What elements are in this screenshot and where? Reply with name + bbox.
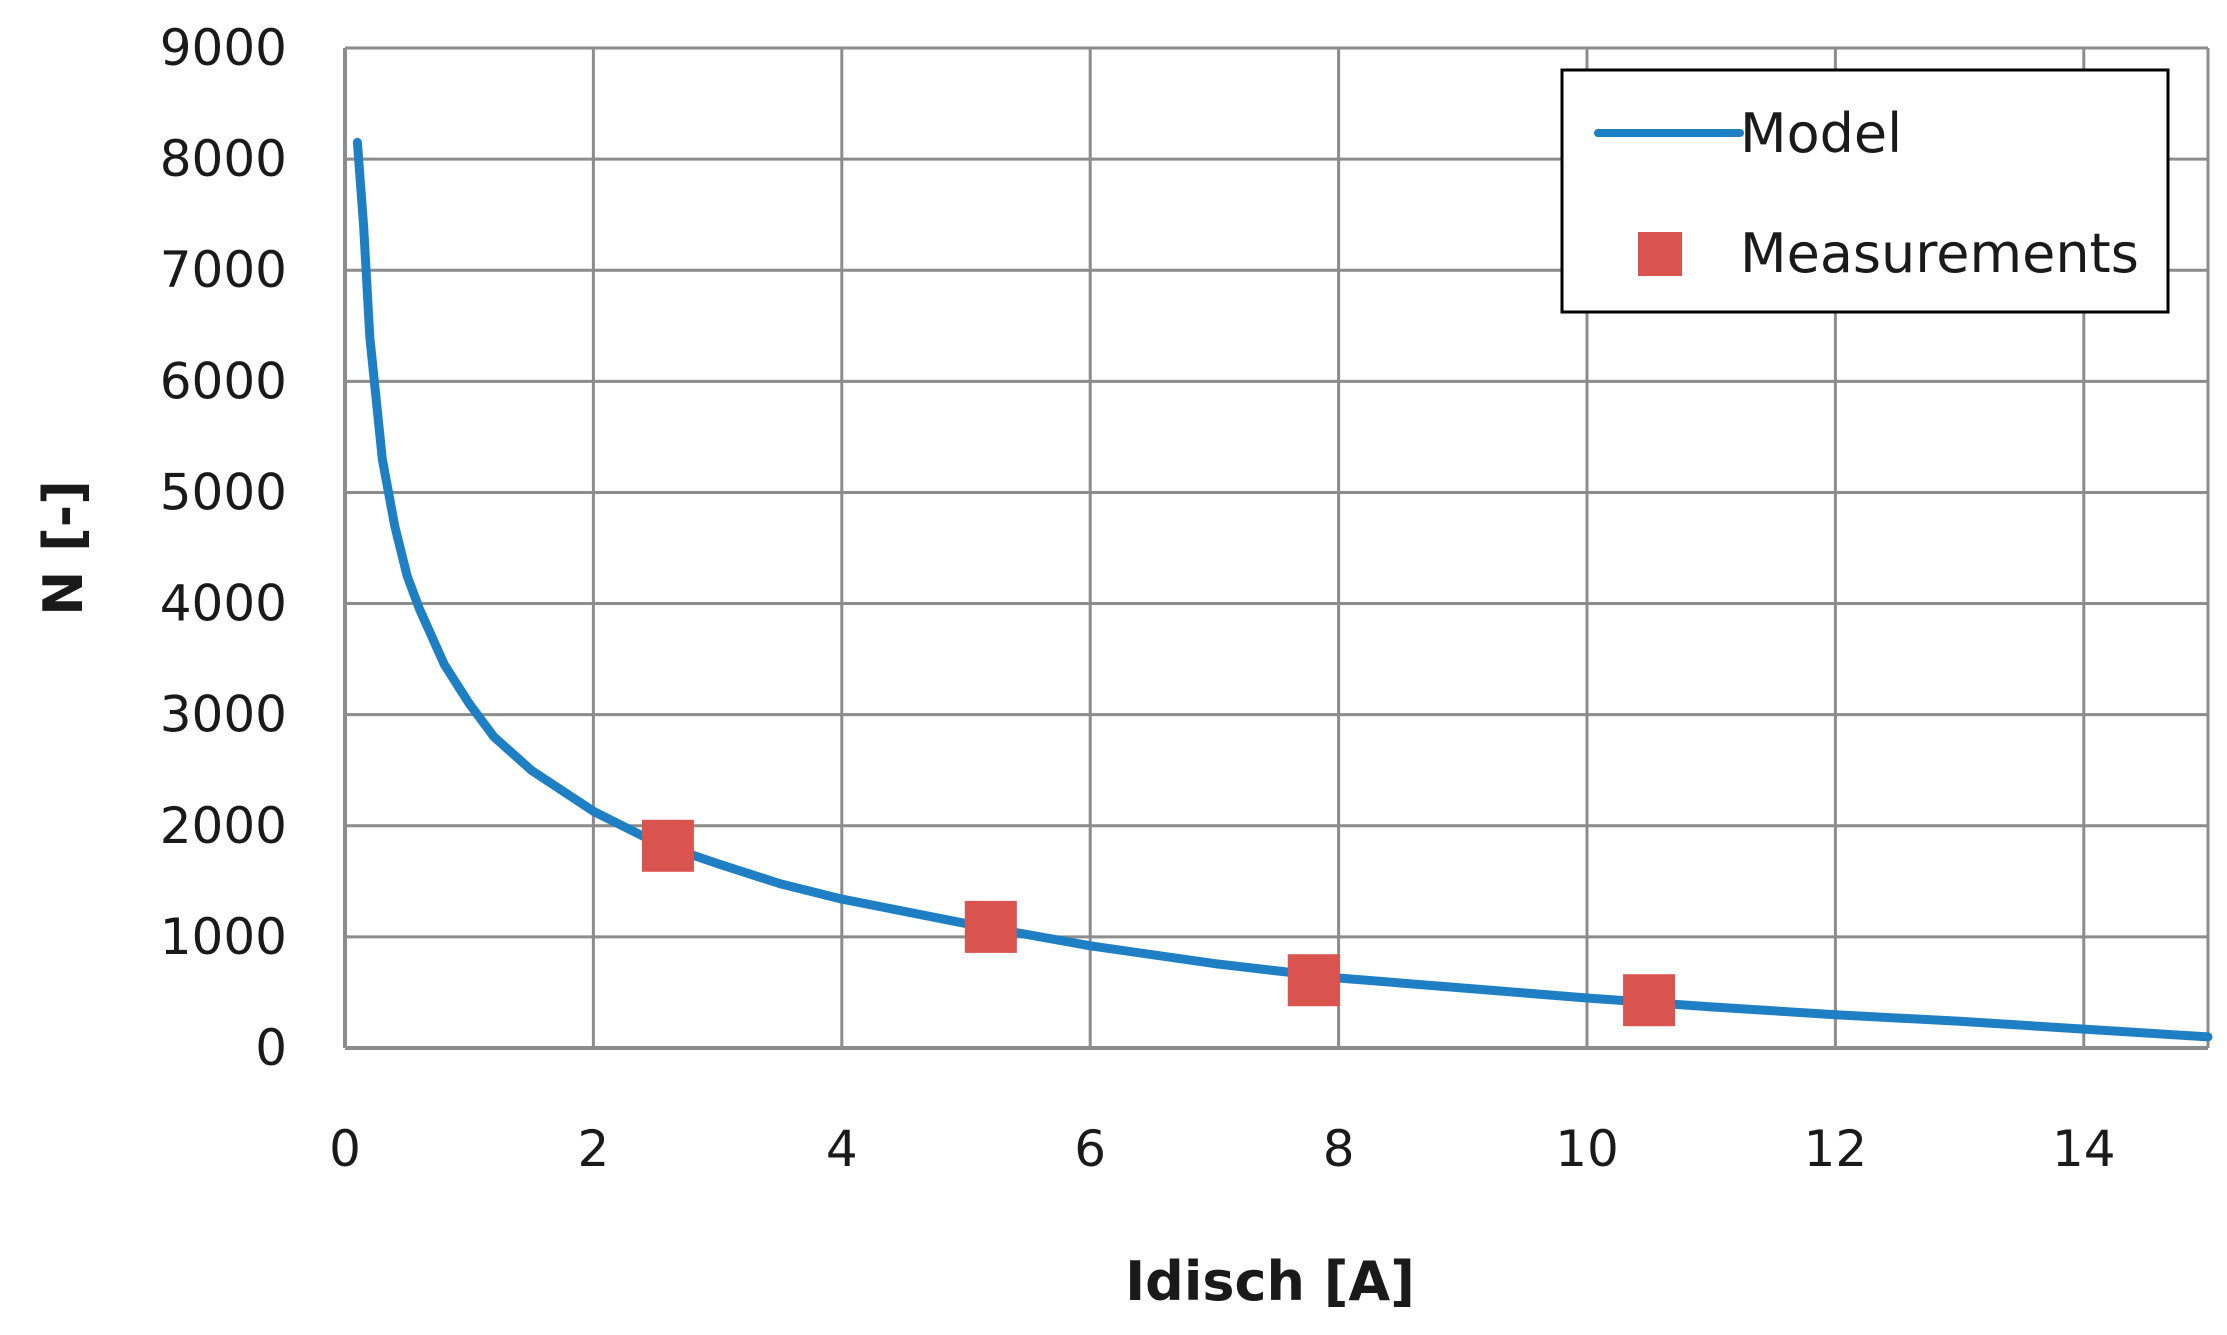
y-tick-label: 0 <box>255 1019 287 1077</box>
y-tick-label: 5000 <box>160 463 287 521</box>
legend-model-label: Model <box>1740 102 1902 165</box>
y-tick-label: 2000 <box>160 797 287 855</box>
measurement-point <box>1287 954 1340 1007</box>
y-axis-title: N [-] <box>32 480 95 616</box>
x-axis-ticks: 0 2 4 6 8 10 12 14 <box>329 1120 2116 1178</box>
measurement-point <box>641 819 694 872</box>
y-axis-ticks: 0 1000 2000 3000 4000 5000 6000 7000 8000 9000 <box>160 19 287 1077</box>
x-tick-label: 8 <box>1323 1120 1355 1178</box>
x-tick-label: 10 <box>1555 1120 1619 1178</box>
y-tick-label: 1000 <box>160 908 287 966</box>
legend: Model Measurements <box>1560 68 2170 314</box>
x-tick-label: 14 <box>2052 1120 2116 1178</box>
x-tick-label: 4 <box>826 1120 858 1178</box>
y-tick-label: 8000 <box>160 130 287 188</box>
x-axis-title: Idisch [A] <box>1125 1250 1415 1313</box>
y-tick-label: 7000 <box>160 241 287 299</box>
chart-series <box>352 137 2213 1042</box>
measurement-point <box>1623 974 1676 1027</box>
x-tick-label: 12 <box>1804 1120 1868 1178</box>
legend-measurements-label: Measurements <box>1740 222 2139 285</box>
legend-measurements-square-swatch <box>1638 232 1682 276</box>
x-tick-label: 6 <box>1074 1120 1106 1178</box>
y-tick-label: 9000 <box>160 19 287 77</box>
y-tick-label: 3000 <box>160 686 287 744</box>
x-tick-label: 2 <box>577 1120 609 1178</box>
chart-axes <box>343 48 2208 1050</box>
y-tick-label: 4000 <box>160 575 287 633</box>
y-tick-label: 6000 <box>160 352 287 410</box>
x-tick-label: 0 <box>329 1120 361 1178</box>
measurement-point <box>964 900 1017 953</box>
